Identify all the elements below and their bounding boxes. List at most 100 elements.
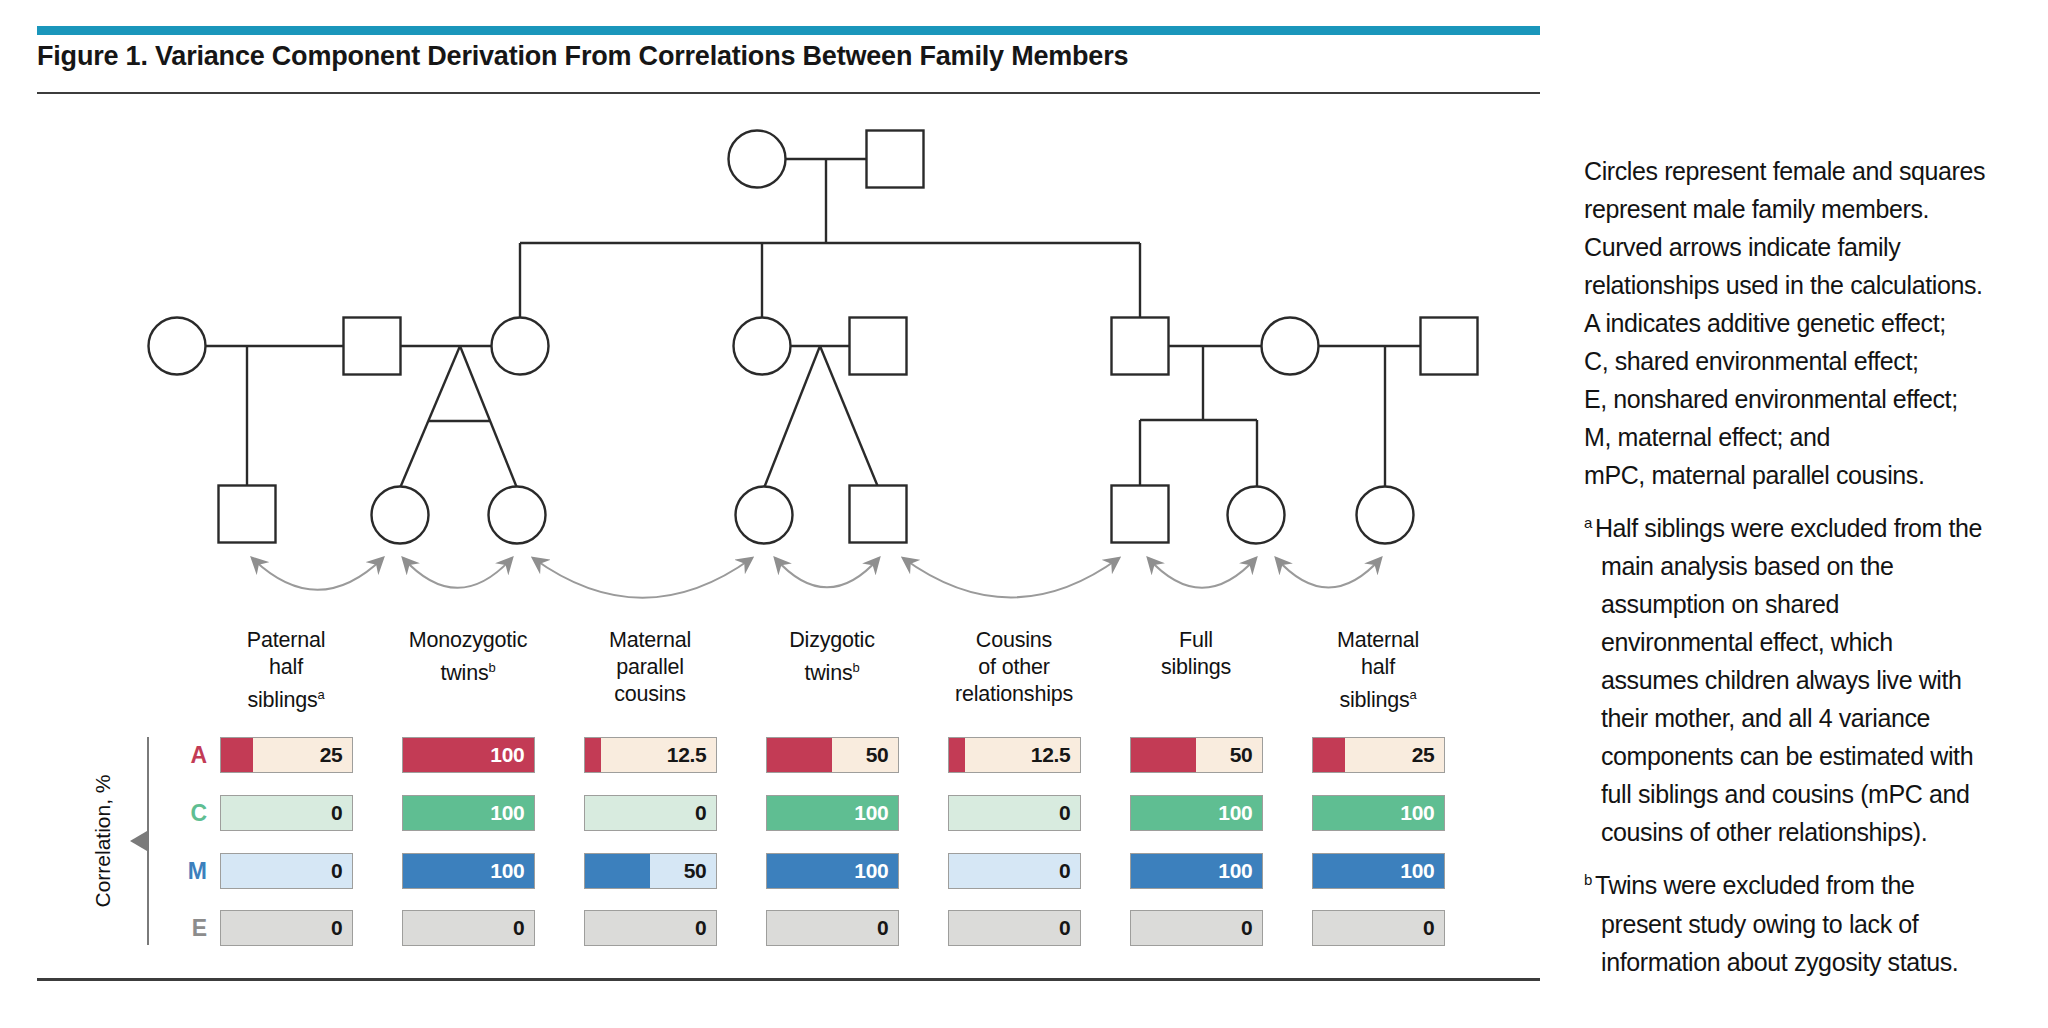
bar-fill	[1131, 738, 1197, 772]
female-circle	[1357, 487, 1414, 544]
row-letter-A: A	[157, 737, 207, 773]
row-letter-E: E	[157, 910, 207, 946]
correlation-bar-M: 100	[402, 853, 535, 889]
caption-line: C, shared environmental effect;	[1584, 342, 2046, 380]
male-square	[867, 131, 924, 188]
caption-line: A indicates additive genetic effect;	[1584, 304, 2046, 342]
female-circle	[736, 487, 793, 544]
correlation-bar-C: 0	[584, 795, 717, 831]
caption-line: Circles represent female and squares	[1584, 152, 2046, 190]
male-square	[850, 486, 907, 543]
column-label-line: Dizygotic	[741, 627, 923, 654]
correlation-bar-M: 0	[220, 853, 353, 889]
column-label: Fullsiblings	[1105, 627, 1287, 681]
column-label: Dizygotictwinsb	[741, 627, 923, 687]
correlation-bar-M: 100	[766, 853, 899, 889]
bar-value: 0	[331, 911, 342, 945]
male-square	[850, 318, 907, 375]
relationship-arrows	[252, 558, 1381, 598]
bar-value: 0	[695, 796, 706, 830]
column-label-line: siblingsa	[1287, 681, 1469, 714]
correlation-bar-A: 12.5	[948, 737, 1081, 773]
caption-line: assumes children always live with	[1584, 661, 2046, 699]
column-label-line: cousins	[559, 681, 741, 708]
caption-line: M, maternal effect; and	[1584, 418, 2046, 456]
column-label-line: siblingsa	[195, 681, 377, 714]
caption-line: components can be estimated with	[1584, 737, 2046, 775]
relationship-arrow	[1148, 558, 1256, 588]
correlation-bar-A: 25	[1312, 737, 1445, 773]
male-square	[1421, 318, 1478, 375]
correlation-bar-E: 0	[402, 910, 535, 946]
column-label-line: Paternal	[195, 627, 377, 654]
correlation-bar-A: 50	[766, 737, 899, 773]
bar-value: 50	[684, 854, 707, 888]
correlation-bar-C: 100	[766, 795, 899, 831]
female-circle	[489, 487, 546, 544]
column-label-line: Monozygotic	[377, 627, 559, 654]
column-label-line: of other	[923, 654, 1105, 681]
bar-value: 100	[1218, 796, 1252, 830]
bar-value: 12.5	[667, 738, 707, 772]
correlation-bar-A: 25	[220, 737, 353, 773]
bar-fill	[767, 738, 833, 772]
column-label-line: Maternal	[559, 627, 741, 654]
column-label-line: parallel	[559, 654, 741, 681]
footnote-marker: a	[1584, 514, 1592, 531]
axis-line	[147, 737, 149, 945]
correlation-bar-C: 100	[402, 795, 535, 831]
caption-line: E, nonshared environmental effect;	[1584, 380, 2046, 418]
bar-value: 0	[1059, 911, 1070, 945]
caption-line: assumption on shared	[1584, 585, 2046, 623]
column-label-line: siblings	[1105, 654, 1287, 681]
caption-line: aHalf siblings were excluded from the	[1584, 504, 2046, 547]
caption-footnote-a: aHalf siblings were excluded from themai…	[1584, 504, 2046, 851]
column-label: Paternalhalfsiblingsa	[195, 627, 377, 714]
correlation-bar-E: 0	[948, 910, 1081, 946]
caption-footnote-b: bTwins were excluded from thepresent stu…	[1584, 861, 2046, 980]
bar-value: 25	[320, 738, 343, 772]
bar-value: 0	[331, 796, 342, 830]
male-square	[1112, 318, 1169, 375]
female-circle	[149, 318, 206, 375]
correlation-bar-C: 100	[1130, 795, 1263, 831]
female-circle	[729, 131, 786, 188]
column-label-line: twinsb	[741, 654, 923, 687]
bar-value: 0	[1423, 911, 1434, 945]
bar-value: 50	[866, 738, 889, 772]
pedigree-members	[149, 131, 1478, 544]
caption-line: cousins of other relationships).	[1584, 813, 2046, 851]
row-letter-C: C	[157, 795, 207, 831]
bar-value: 0	[877, 911, 888, 945]
correlation-bar-E: 0	[584, 910, 717, 946]
bar-value: 100	[1400, 796, 1434, 830]
correlation-bar-M: 0	[948, 853, 1081, 889]
bar-value: 0	[331, 854, 342, 888]
footnote-marker: a	[1410, 687, 1417, 702]
caption-paragraph: Circles represent female and squaresrepr…	[1584, 152, 2046, 494]
bar-value: 100	[490, 796, 524, 830]
footnote-marker: b	[488, 660, 495, 675]
caption-line: mPC, maternal parallel cousins.	[1584, 456, 2046, 494]
bar-value: 25	[1412, 738, 1435, 772]
bar-value: 100	[1218, 854, 1252, 888]
figure-caption: Circles represent female and squaresrepr…	[1584, 152, 2046, 991]
figure-panel: Figure 1. Variance Component Derivation …	[0, 0, 2048, 1028]
bar-fill	[585, 854, 651, 888]
female-circle	[372, 487, 429, 544]
bottom-rule	[37, 978, 1540, 981]
column-label-line: relationships	[923, 681, 1105, 708]
correlation-bar-A: 12.5	[584, 737, 717, 773]
female-circle	[734, 318, 791, 375]
column-label-line: Cousins	[923, 627, 1105, 654]
column-label: Maternalhalfsiblingsa	[1287, 627, 1469, 714]
caption-line: information about zygosity status.	[1584, 943, 2046, 981]
bar-value: 50	[1230, 738, 1253, 772]
caption-line: relationships used in the calculations.	[1584, 266, 2046, 304]
relationship-arrow	[533, 558, 752, 598]
correlation-bar-E: 0	[220, 910, 353, 946]
caption-line: present study owing to lack of	[1584, 905, 2046, 943]
correlation-bar-C: 100	[1312, 795, 1445, 831]
caption-line: Curved arrows indicate family	[1584, 228, 2046, 266]
male-square	[219, 486, 276, 543]
